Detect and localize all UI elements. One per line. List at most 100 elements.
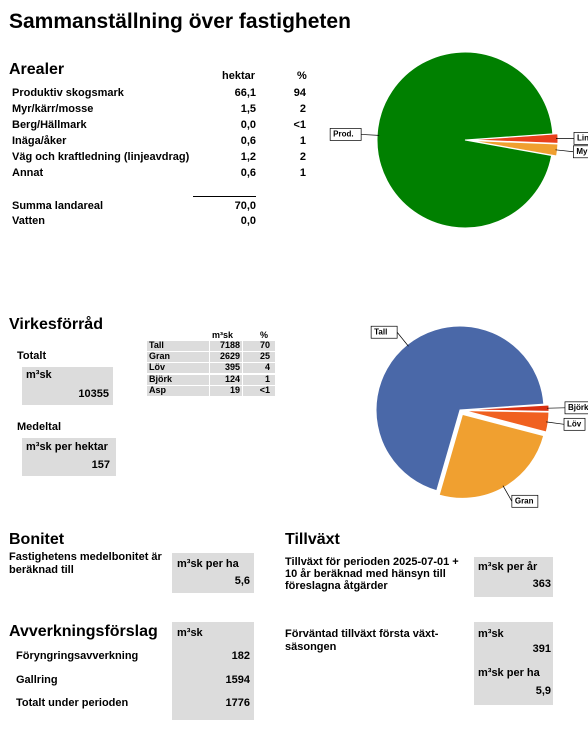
- cell-bg: [147, 374, 209, 385]
- label-box: [370, 325, 398, 339]
- row-value: 2: [299, 103, 306, 115]
- pie-label: Tall: [374, 327, 387, 336]
- label-box: [511, 494, 539, 508]
- label: Medeltal: [17, 421, 62, 433]
- pie-label: Prod.: [333, 130, 353, 139]
- section-heading: Tillväxt: [285, 531, 340, 548]
- row-value: 1: [299, 135, 306, 147]
- section-heading: Virkesförråd: [9, 316, 103, 333]
- value-box: m³sk 391 m³sk per ha 5,9: [474, 622, 553, 705]
- cell-bg: [210, 374, 242, 385]
- pie-label: Linjer: [577, 133, 588, 142]
- column-header: m³sk: [212, 330, 234, 340]
- row-label: Gallring: [16, 674, 58, 686]
- value: 363: [532, 578, 551, 590]
- cell-bg: [210, 341, 242, 351]
- pie-label: Gran: [515, 496, 534, 505]
- cell-bg: [243, 374, 275, 385]
- row-label: Inäga/åker: [12, 135, 67, 147]
- cell-bg: [243, 385, 275, 396]
- unit: m³sk: [26, 369, 52, 381]
- value: 5,6: [234, 575, 250, 587]
- value-box: m³sk: [172, 622, 254, 720]
- row-value: 1,2: [240, 151, 256, 163]
- value: 391: [532, 643, 551, 655]
- row-value: 124: [224, 373, 240, 384]
- cell-bg: [147, 363, 209, 374]
- row-label: Vatten: [12, 215, 46, 227]
- row-label: Myr/kärr/mosse: [12, 103, 94, 115]
- value-box: m³sk per hektar 157: [22, 438, 116, 476]
- row-value: 0,6: [240, 167, 256, 179]
- row-value: 1776: [225, 697, 250, 709]
- cell-bg: [243, 363, 275, 374]
- row-value: 25: [259, 351, 270, 362]
- label-box: [564, 401, 588, 415]
- cell-bg: [210, 363, 242, 374]
- value-box: m³sk per år 363: [474, 557, 553, 597]
- row-value: 395: [224, 362, 240, 373]
- unit: m³sk per år: [478, 561, 538, 573]
- row-label: Asp: [149, 384, 167, 395]
- row-value: 4: [264, 362, 270, 373]
- label-box: [573, 132, 588, 145]
- page-title: Sammanställning över fastigheten: [9, 10, 351, 33]
- cell-bg: [147, 352, 209, 363]
- cell-bg: [147, 385, 209, 396]
- value: 157: [91, 459, 110, 471]
- unit: m³sk per ha: [478, 667, 540, 679]
- leader-line: [555, 149, 574, 153]
- column-header: %: [260, 330, 269, 340]
- unit: m³sk: [177, 627, 203, 639]
- value-box: m³sk per ha 5,6: [172, 553, 254, 593]
- row-value: 182: [231, 650, 250, 662]
- label-box: [563, 417, 586, 431]
- row-value: 70,0: [234, 200, 256, 212]
- row-value: 1594: [225, 674, 250, 686]
- unit: m³sk per hektar: [26, 441, 108, 453]
- row-value: 19: [229, 384, 240, 395]
- row-value: 0,0: [240, 215, 256, 227]
- cell-bg: [210, 385, 242, 396]
- unit: m³sk per ha: [177, 558, 239, 570]
- pie-label: Myr: [576, 147, 588, 156]
- column-header: hektar: [222, 70, 256, 82]
- sum-line: [193, 196, 256, 197]
- leader-line: [502, 485, 513, 502]
- label: Totalt: [17, 350, 47, 362]
- leader-line: [546, 421, 565, 425]
- value: 5,9: [535, 685, 551, 697]
- row-value: 70: [259, 340, 270, 350]
- unit: m³sk: [478, 628, 504, 640]
- row-label: Annat: [12, 167, 44, 179]
- row-value: 1,5: [240, 103, 256, 115]
- text: Tillväxt för perioden 2025-07-01 + 10 år…: [285, 556, 459, 592]
- row-value: 1: [299, 167, 306, 179]
- pie-label: Björk: [568, 403, 588, 412]
- leader-line: [396, 332, 409, 347]
- row-value: <1: [293, 119, 306, 131]
- cell-bg: [210, 352, 242, 363]
- row-label: Totalt under perioden: [16, 697, 129, 709]
- row-value: 7188: [219, 340, 240, 350]
- row-value: 94: [293, 87, 306, 99]
- section-heading: Arealer: [9, 61, 65, 78]
- label-box: [329, 128, 362, 141]
- row-label: Löv: [149, 362, 166, 373]
- row-value: 0,6: [240, 135, 256, 147]
- row-label: Berg/Hällmark: [12, 119, 87, 131]
- row-value: 1: [264, 373, 270, 384]
- cell-bg: [243, 341, 275, 351]
- row-value: 2: [299, 151, 306, 163]
- pie-label: Löv: [567, 419, 582, 428]
- column-header: %: [297, 70, 307, 82]
- text: Fastighetens medelbonitet är beräknad ti…: [9, 551, 162, 576]
- leader-line: [361, 134, 380, 136]
- row-label: Väg och kraftledning (linjeavdrag): [12, 151, 190, 163]
- row-value: <1: [259, 384, 270, 395]
- row-label: Tall: [149, 340, 164, 350]
- row-label: Produktiv skogsmark: [12, 87, 124, 99]
- section-heading: Avverkningsförslag: [9, 623, 158, 640]
- section-heading: Bonitet: [9, 531, 65, 548]
